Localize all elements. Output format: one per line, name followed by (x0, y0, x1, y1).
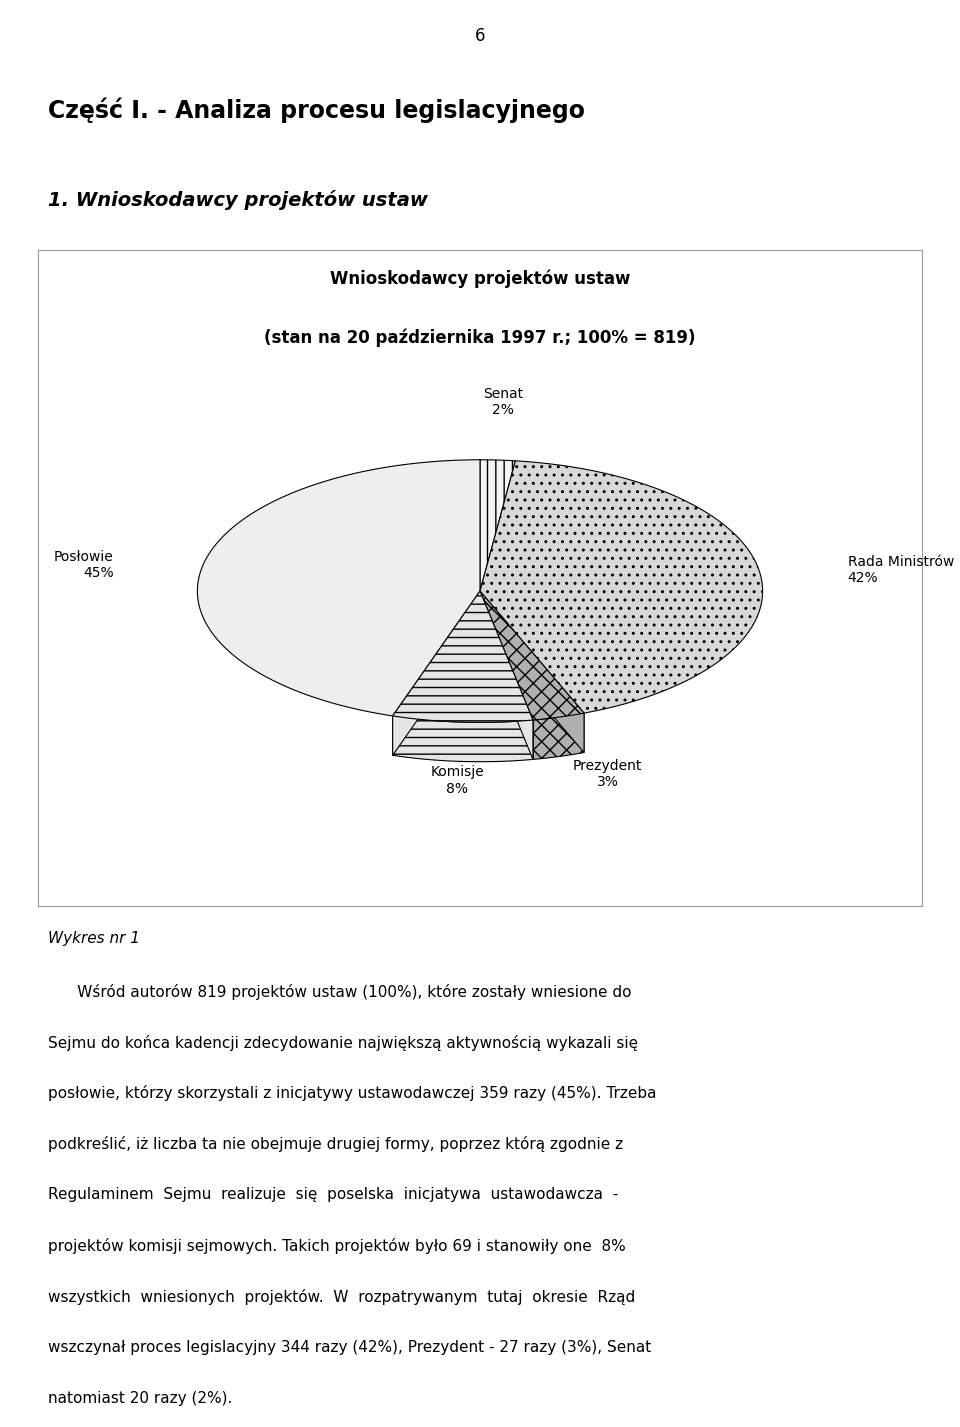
Text: Wnioskodawcy projektów ustaw: Wnioskodawcy projektów ustaw (330, 270, 630, 288)
Polygon shape (480, 591, 533, 759)
Text: natomiast 20 razy (2%).: natomiast 20 razy (2%). (48, 1390, 232, 1406)
Polygon shape (533, 714, 584, 759)
Text: wszystkich  wniesionych  projektów.  W  rozpatrywanym  tutaj  okresie  Rząd: wszystkich wniesionych projektów. W rozp… (48, 1289, 636, 1304)
Text: projektów komisji sejmowych. Takich projektów było 69 i stanowiły one  8%: projektów komisji sejmowych. Takich proj… (48, 1239, 626, 1254)
Polygon shape (393, 591, 480, 755)
Polygon shape (480, 459, 516, 591)
Text: Część I. - Analiza procesu legislacyjnego: Część I. - Analiza procesu legislacyjneg… (48, 98, 585, 123)
Text: Senat
2%: Senat 2% (483, 387, 523, 417)
Text: posłowie, którzy skorzystali z inicjatywy ustawodawczej 359 razy (45%). Trzeba: posłowie, którzy skorzystali z inicjatyw… (48, 1086, 657, 1102)
Polygon shape (393, 591, 533, 722)
Text: wszczynał proces legislacyjny 344 razy (42%), Prezydent - 27 razy (3%), Senat: wszczynał proces legislacyjny 344 razy (… (48, 1340, 651, 1354)
Text: Posłowie
45%: Posłowie 45% (54, 549, 114, 579)
Text: podkreślić, iż liczba ta nie obejmuje drugiej formy, poprzez którą zgodnie z: podkreślić, iż liczba ta nie obejmuje dr… (48, 1136, 623, 1152)
Text: Regulaminem  Sejmu  realizuje  się  poselska  inicjatywa  ustawodawcza  -: Regulaminem Sejmu realizuje się poselska… (48, 1187, 618, 1202)
Text: Wśród autorów 819 projektów ustaw (100%), które zostały wniesione do: Wśród autorów 819 projektów ustaw (100%)… (48, 983, 632, 1000)
Polygon shape (480, 461, 762, 714)
Text: Sejmu do końca kadencji zdecydowanie największą aktywnością wykazali się: Sejmu do końca kadencji zdecydowanie naj… (48, 1035, 638, 1050)
Polygon shape (393, 716, 533, 762)
Text: 6: 6 (475, 27, 485, 44)
Text: Rada Ministrów
42%: Rada Ministrów 42% (848, 555, 954, 585)
Polygon shape (480, 591, 584, 752)
Polygon shape (480, 591, 533, 759)
Polygon shape (198, 459, 480, 716)
Text: (stan na 20 października 1997 r.; 100% = 819): (stan na 20 października 1997 r.; 100% =… (264, 328, 696, 347)
Polygon shape (480, 591, 584, 721)
Text: Komisje
8%: Komisje 8% (430, 765, 484, 795)
Text: Prezydent
3%: Prezydent 3% (573, 759, 642, 789)
Text: 1. Wnioskodawcy projektów ustaw: 1. Wnioskodawcy projektów ustaw (48, 190, 428, 210)
Text: Wykres nr 1: Wykres nr 1 (48, 930, 140, 946)
